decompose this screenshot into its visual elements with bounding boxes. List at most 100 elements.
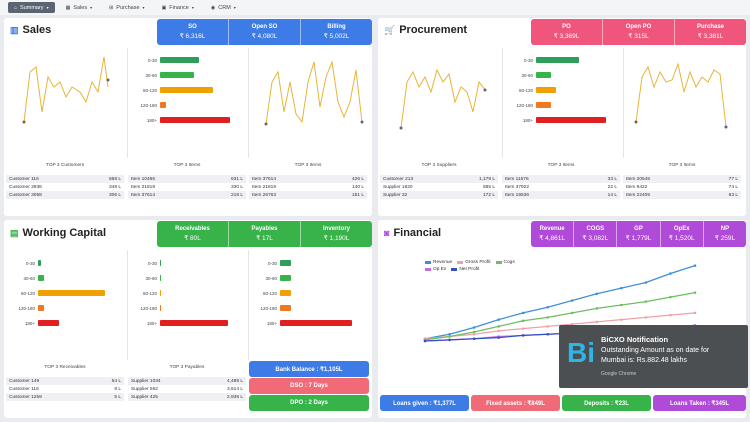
wc-side-card[interactable]: DPO : 2 Days xyxy=(249,395,369,411)
aging-bar[interactable] xyxy=(38,305,44,311)
table-row[interactable]: Item 21819 140 L xyxy=(249,183,367,191)
data-point[interactable] xyxy=(521,319,525,323)
wc-side-card[interactable]: Bank Balance : ₹1,105L xyxy=(249,361,369,377)
aging-bar[interactable] xyxy=(280,290,291,296)
aging-bar[interactable] xyxy=(160,290,162,296)
aging-bar[interactable] xyxy=(38,260,41,266)
nav-sales[interactable]: ▦ Sales ▾ xyxy=(60,2,99,13)
nav-finance[interactable]: ▣ Finance ▾ xyxy=(156,2,200,13)
aging-bar[interactable] xyxy=(160,102,166,108)
aging-bar[interactable] xyxy=(536,87,556,93)
kpi-revenue[interactable]: Revenue ₹ 4,861L xyxy=(531,221,575,247)
table-row[interactable]: Customer 1259 5 L xyxy=(6,393,124,401)
data-point[interactable] xyxy=(497,318,500,321)
kpi-payables[interactable]: Payables ₹ 17L xyxy=(229,221,301,247)
data-point[interactable] xyxy=(521,334,525,337)
data-point[interactable] xyxy=(570,322,574,326)
data-point[interactable] xyxy=(546,325,550,328)
data-point[interactable] xyxy=(693,264,697,267)
data-point[interactable] xyxy=(620,303,623,307)
data-point[interactable] xyxy=(669,272,672,275)
aging-bar[interactable] xyxy=(38,320,59,326)
data-point[interactable] xyxy=(521,311,525,315)
table-row[interactable]: Item 37922 22 L xyxy=(502,183,620,191)
data-point[interactable] xyxy=(448,335,451,338)
aging-bar[interactable] xyxy=(160,87,213,93)
table-row[interactable]: Customer 3936 348 L xyxy=(6,183,124,191)
aging-bar[interactable] xyxy=(160,72,194,78)
kpi-billing[interactable]: Billing ₹ 5,002L xyxy=(301,19,372,45)
kpi-open-po[interactable]: Open PO ₹ 315L xyxy=(603,19,675,45)
aging-bar[interactable] xyxy=(536,117,606,123)
data-point[interactable] xyxy=(497,329,500,333)
data-point[interactable] xyxy=(497,325,500,328)
data-point[interactable] xyxy=(546,305,550,309)
data-point[interactable] xyxy=(693,291,697,294)
data-point[interactable] xyxy=(448,332,451,336)
table-row[interactable]: Item 37614 426 L xyxy=(249,175,367,183)
data-point[interactable] xyxy=(472,332,476,336)
kpi-purchase[interactable]: Purchase ₹ 3,381L xyxy=(675,19,746,45)
aging-bar[interactable] xyxy=(38,275,44,281)
aging-bar[interactable] xyxy=(280,260,291,266)
aging-bar[interactable] xyxy=(536,102,552,108)
financial-bottom-card[interactable]: Fixed assets : ₹849L xyxy=(471,395,560,411)
data-point[interactable] xyxy=(423,339,427,343)
data-point[interactable] xyxy=(644,300,648,303)
table-row[interactable]: Customer 149 54 L xyxy=(6,377,124,385)
data-point[interactable] xyxy=(570,311,574,315)
data-point[interactable] xyxy=(546,332,550,336)
aging-bar[interactable] xyxy=(160,320,228,326)
aging-bar[interactable] xyxy=(536,57,580,63)
data-point[interactable] xyxy=(472,326,476,329)
nav-crm[interactable]: ◉ CRM ▾ xyxy=(205,2,242,13)
table-row[interactable]: Supplier 425 2,938 L xyxy=(128,393,246,401)
data-point[interactable] xyxy=(693,311,697,315)
data-point[interactable] xyxy=(620,318,623,321)
kpi-po[interactable]: PO ₹ 3,369L xyxy=(531,19,603,45)
table-row[interactable]: Item 9422 74 L xyxy=(623,183,741,191)
table-row[interactable]: Item 37614 218 L xyxy=(128,191,246,199)
table-row[interactable]: Item 26763 151 L xyxy=(249,191,367,199)
table-row[interactable]: Item 22405 63 L xyxy=(623,191,741,199)
aging-bar[interactable] xyxy=(160,275,161,281)
aging-bar[interactable] xyxy=(160,117,230,123)
aging-bar[interactable] xyxy=(280,275,291,281)
kpi-opex[interactable]: OpEx ₹ 1,520L xyxy=(661,221,704,247)
aging-bar[interactable] xyxy=(536,72,552,78)
data-point[interactable] xyxy=(669,295,672,299)
data-point[interactable] xyxy=(472,330,476,334)
aging-bar[interactable] xyxy=(38,290,105,296)
data-point[interactable] xyxy=(595,320,599,324)
table-row[interactable]: Item 11576 33 L xyxy=(502,175,620,183)
nav-summary[interactable]: ⌂ Summary ▾ xyxy=(8,2,55,13)
table-row[interactable]: Item 20545 77 L xyxy=(623,175,741,183)
table-row[interactable]: Item 21819 330 L xyxy=(128,183,246,191)
aging-bar[interactable] xyxy=(160,260,161,266)
aging-bar[interactable] xyxy=(280,305,291,311)
data-point[interactable] xyxy=(448,338,451,342)
data-point[interactable] xyxy=(595,307,599,310)
financial-bottom-card[interactable]: Loans Taken : ₹345L xyxy=(653,395,746,411)
data-point[interactable] xyxy=(644,281,648,284)
table-row[interactable]: Item 10466 631 L xyxy=(128,175,246,183)
data-point[interactable] xyxy=(570,299,574,302)
data-point[interactable] xyxy=(472,337,476,341)
table-row[interactable]: Customer 3058 306 L xyxy=(6,191,124,199)
financial-bottom-card[interactable]: Deposits : ₹23L xyxy=(562,395,651,411)
wc-side-card[interactable]: DSO : 7 Days xyxy=(249,378,369,394)
financial-bottom-card[interactable]: Loans given : ₹1,377L xyxy=(380,395,469,411)
notification-popup[interactable]: Bi BiCXO Notification Outstanding Amount… xyxy=(559,325,748,388)
kpi-inventory[interactable]: Inventory ₹ 1,190L xyxy=(301,221,372,247)
data-point[interactable] xyxy=(620,286,623,290)
kpi-so[interactable]: SO ₹ 6,316L xyxy=(157,19,229,45)
table-row[interactable]: Supplier 1034 4,488 L xyxy=(128,377,246,385)
kpi-receivables[interactable]: Receivables ₹ 80L xyxy=(157,221,229,247)
data-point[interactable] xyxy=(669,313,672,317)
table-row[interactable]: Supplier 562 3,614 L xyxy=(128,385,246,393)
table-row[interactable]: Item 19536 14 L xyxy=(502,191,620,199)
table-row[interactable]: Supplier 1620 585 L xyxy=(380,183,498,191)
kpi-np[interactable]: NP ₹ 259L xyxy=(704,221,746,247)
kpi-cogs[interactable]: COGS ₹ 3,082L xyxy=(574,221,618,247)
data-point[interactable] xyxy=(497,336,500,339)
